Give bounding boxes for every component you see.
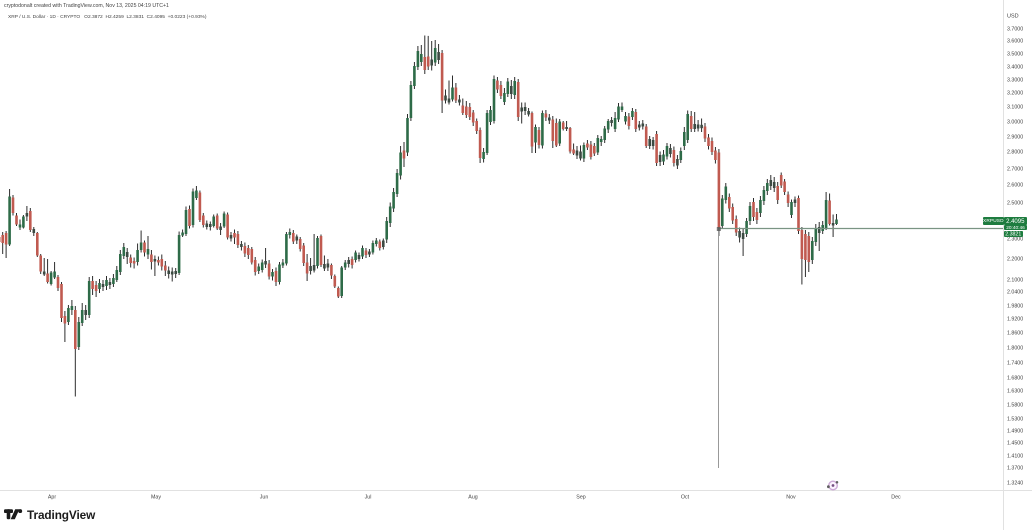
svg-text:TradingView: TradingView — [27, 508, 96, 522]
